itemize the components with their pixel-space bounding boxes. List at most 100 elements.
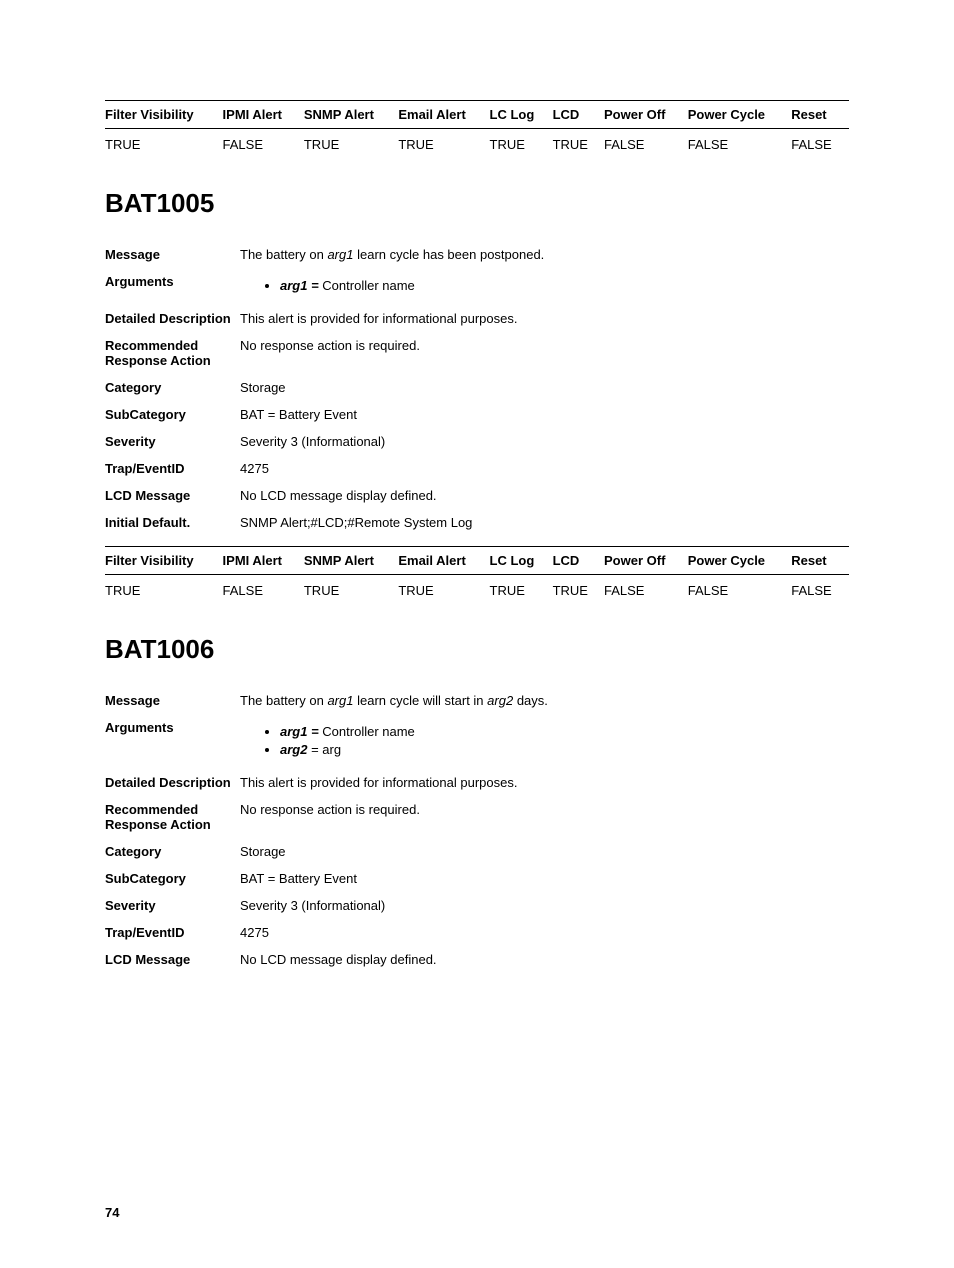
- value-category: Storage: [240, 838, 849, 865]
- arg-name: arg1: [280, 278, 307, 293]
- value-detailed: This alert is provided for informational…: [240, 769, 849, 796]
- msg-pre: The battery on: [240, 693, 324, 708]
- th-lcd: LCD: [553, 547, 604, 575]
- td-email-alert: TRUE: [398, 575, 489, 607]
- label-subcategory: SubCategory: [105, 401, 240, 428]
- value-recommended: No response action is required.: [240, 796, 849, 838]
- arg-val: arg: [322, 742, 341, 757]
- th-power-off: Power Off: [604, 101, 688, 129]
- top-filter-table: Filter Visibility IPMI Alert SNMP Alert …: [105, 100, 849, 160]
- th-lc-log: LC Log: [490, 101, 553, 129]
- th-lcd: LCD: [553, 101, 604, 129]
- td-power-off: FALSE: [604, 575, 688, 607]
- msg-arg2: arg2: [487, 693, 513, 708]
- arg-item: arg2 = arg: [280, 742, 841, 757]
- label-severity: Severity: [105, 428, 240, 455]
- arg-item: arg1 = Controller name: [280, 278, 841, 293]
- value-severity: Severity 3 (Informational): [240, 892, 849, 919]
- msg-post: days.: [517, 693, 548, 708]
- td-power-off: FALSE: [604, 129, 688, 161]
- arg-val: Controller name: [322, 278, 415, 293]
- label-lcd: LCD Message: [105, 946, 240, 973]
- td-snmp-alert: TRUE: [304, 129, 398, 161]
- filter-table-bat1005: Filter Visibility IPMI Alert SNMP Alert …: [105, 546, 849, 606]
- label-recommended: Recommended Response Action: [105, 332, 240, 374]
- page-number: 74: [105, 1205, 119, 1220]
- td-email-alert: TRUE: [398, 129, 489, 161]
- th-filter-visibility: Filter Visibility: [105, 101, 223, 129]
- td-ipmi-alert: FALSE: [223, 575, 304, 607]
- td-power-cycle: FALSE: [688, 575, 792, 607]
- td-snmp-alert: TRUE: [304, 575, 398, 607]
- th-ipmi-alert: IPMI Alert: [223, 547, 304, 575]
- label-initial: Initial Default.: [105, 509, 240, 536]
- arg-item: arg1 = Controller name: [280, 724, 841, 739]
- td-lcd: TRUE: [553, 575, 604, 607]
- th-email-alert: Email Alert: [398, 547, 489, 575]
- arg-eq: =: [307, 724, 322, 739]
- msg-pre: The battery on: [240, 247, 324, 262]
- msg-post: learn cycle has been postponed.: [357, 247, 544, 262]
- value-recommended: No response action is required.: [240, 332, 849, 374]
- th-lc-log: LC Log: [490, 547, 553, 575]
- th-snmp-alert: SNMP Alert: [304, 547, 398, 575]
- value-arguments: arg1 = Controller name: [240, 268, 849, 305]
- page: Filter Visibility IPMI Alert SNMP Alert …: [0, 0, 954, 1268]
- th-power-cycle: Power Cycle: [688, 101, 792, 129]
- definition-table-bat1005: Message The battery on arg1 learn cycle …: [105, 241, 849, 536]
- label-message: Message: [105, 687, 240, 714]
- label-severity: Severity: [105, 892, 240, 919]
- section-title-bat1006: BAT1006: [105, 634, 849, 665]
- label-arguments: Arguments: [105, 714, 240, 769]
- label-subcategory: SubCategory: [105, 865, 240, 892]
- td-lc-log: TRUE: [490, 575, 553, 607]
- th-ipmi-alert: IPMI Alert: [223, 101, 304, 129]
- value-severity: Severity 3 (Informational): [240, 428, 849, 455]
- td-power-cycle: FALSE: [688, 129, 792, 161]
- value-message: The battery on arg1 learn cycle has been…: [240, 241, 849, 268]
- label-trap: Trap/EventID: [105, 919, 240, 946]
- arg-name: arg2: [280, 742, 307, 757]
- td-filter-visibility: TRUE: [105, 129, 223, 161]
- th-power-off: Power Off: [604, 547, 688, 575]
- td-ipmi-alert: FALSE: [223, 129, 304, 161]
- value-trap: 4275: [240, 919, 849, 946]
- th-email-alert: Email Alert: [398, 101, 489, 129]
- td-lcd: TRUE: [553, 129, 604, 161]
- value-initial: SNMP Alert;#LCD;#Remote System Log: [240, 509, 849, 536]
- label-message: Message: [105, 241, 240, 268]
- value-category: Storage: [240, 374, 849, 401]
- th-reset: Reset: [791, 101, 849, 129]
- label-category: Category: [105, 838, 240, 865]
- th-snmp-alert: SNMP Alert: [304, 101, 398, 129]
- section-title-bat1005: BAT1005: [105, 188, 849, 219]
- value-lcd: No LCD message display defined.: [240, 946, 849, 973]
- label-category: Category: [105, 374, 240, 401]
- value-subcategory: BAT = Battery Event: [240, 865, 849, 892]
- msg-arg1: arg1: [327, 247, 353, 262]
- label-lcd: LCD Message: [105, 482, 240, 509]
- value-subcategory: BAT = Battery Event: [240, 401, 849, 428]
- definition-table-bat1006: Message The battery on arg1 learn cycle …: [105, 687, 849, 973]
- th-reset: Reset: [791, 547, 849, 575]
- label-detailed: Detailed Description: [105, 769, 240, 796]
- td-filter-visibility: TRUE: [105, 575, 223, 607]
- msg-arg1: arg1: [327, 693, 353, 708]
- arg-eq: =: [307, 278, 322, 293]
- value-message: The battery on arg1 learn cycle will sta…: [240, 687, 849, 714]
- td-lc-log: TRUE: [490, 129, 553, 161]
- value-arguments: arg1 = Controller name arg2 = arg: [240, 714, 849, 769]
- td-reset: FALSE: [791, 575, 849, 607]
- th-power-cycle: Power Cycle: [688, 547, 792, 575]
- label-detailed: Detailed Description: [105, 305, 240, 332]
- value-trap: 4275: [240, 455, 849, 482]
- th-filter-visibility: Filter Visibility: [105, 547, 223, 575]
- msg-mid: learn cycle will start in: [357, 693, 483, 708]
- label-recommended: Recommended Response Action: [105, 796, 240, 838]
- label-trap: Trap/EventID: [105, 455, 240, 482]
- arg-val: Controller name: [322, 724, 415, 739]
- value-lcd: No LCD message display defined.: [240, 482, 849, 509]
- label-arguments: Arguments: [105, 268, 240, 305]
- arg-name: arg1: [280, 724, 307, 739]
- arg-eq: =: [307, 742, 322, 757]
